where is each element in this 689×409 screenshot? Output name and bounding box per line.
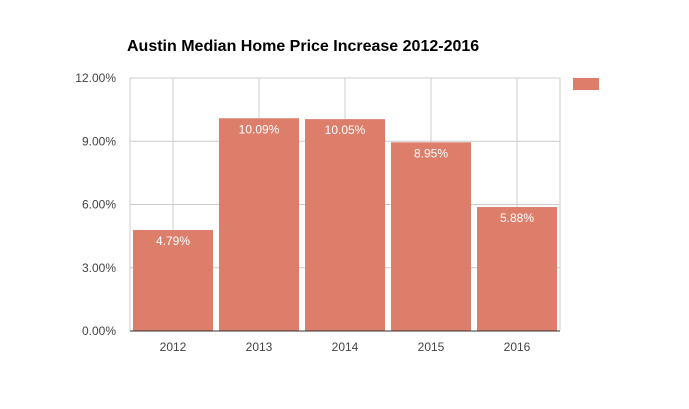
data-label-2014: 10.05% (325, 123, 366, 137)
x-tick-label-2014: 2014 (332, 340, 359, 354)
bar-2016 (477, 207, 557, 331)
x-tick-label-2012: 2012 (160, 340, 187, 354)
y-tick-label: 12.00% (75, 71, 116, 85)
legend-swatch (573, 78, 599, 90)
bar-2014 (305, 119, 385, 331)
data-label-2016: 5.88% (500, 211, 534, 225)
y-tick-label: 0.00% (82, 324, 116, 338)
y-tick-label: 9.00% (82, 134, 116, 148)
data-label-2012: 4.79% (156, 234, 190, 248)
data-label-2013: 10.09% (239, 122, 280, 136)
data-labels: 4.79% 10.09% 10.05% 8.95% 5.88% (156, 122, 534, 248)
bar-2015 (391, 142, 471, 331)
y-tick-label: 3.00% (82, 261, 116, 275)
x-tick-label-2016: 2016 (504, 340, 531, 354)
x-tick-label-2015: 2015 (418, 340, 445, 354)
y-tick-label: 6.00% (82, 198, 116, 212)
chart-title: Austin Median Home Price Increase 2012-2… (127, 38, 480, 55)
x-tick-label-2013: 2013 (246, 340, 273, 354)
data-label-2015: 8.95% (414, 146, 448, 160)
bar-2013 (219, 118, 299, 331)
y-axis-tick-labels: 0.00% 3.00% 6.00% 9.00% 12.00% (75, 71, 116, 338)
bar-2012 (133, 230, 213, 331)
bars (133, 118, 557, 331)
x-axis-tick-labels: 2012 2013 2014 2015 2016 (160, 340, 531, 354)
